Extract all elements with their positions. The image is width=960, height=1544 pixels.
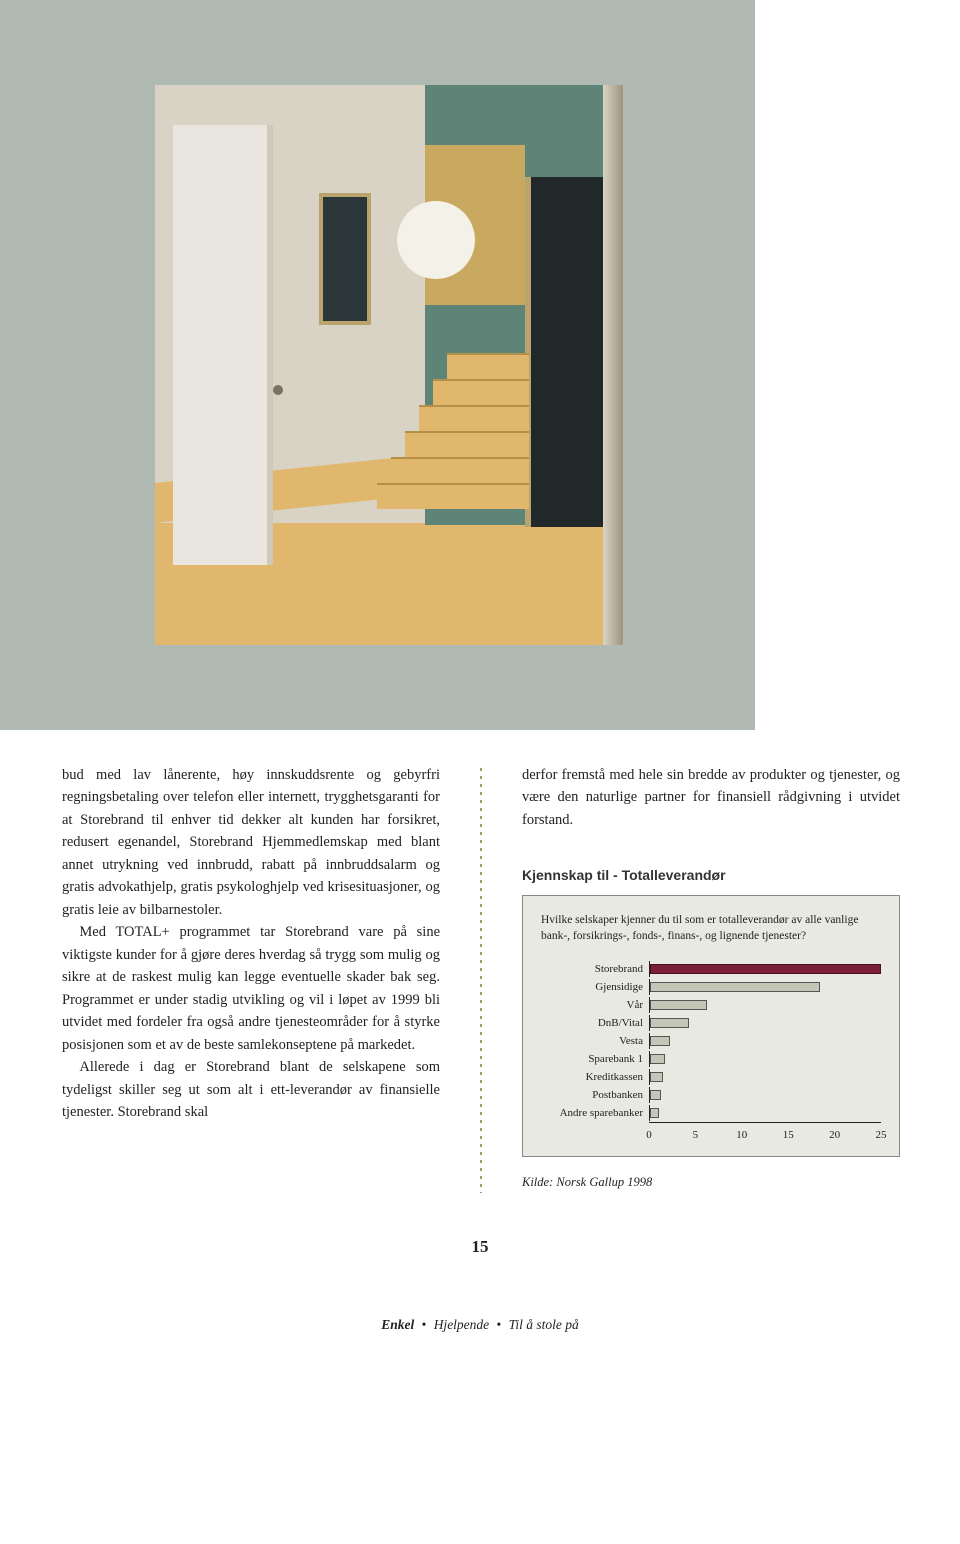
bar-fill	[650, 1072, 663, 1082]
bar-label: DnB/Vital	[541, 1015, 649, 1032]
bar-fill	[650, 1018, 689, 1028]
bar-label: Vår	[541, 997, 649, 1014]
bar-track	[649, 997, 881, 1013]
bar-fill	[650, 1108, 659, 1118]
page-number: 15	[0, 1237, 960, 1257]
bar-fill	[650, 964, 881, 974]
room-scene	[155, 85, 623, 645]
chart-source: Kilde: Norsk Gallup 1998	[522, 1173, 900, 1192]
bar-label: Gjensidige	[541, 979, 649, 996]
bar-row: Gjensidige	[541, 978, 881, 996]
x-tick: 20	[829, 1127, 840, 1144]
bar-row: Vår	[541, 996, 881, 1014]
x-tick: 25	[876, 1127, 887, 1144]
paragraph-1: bud med lav lånerente, høy innskuddsrent…	[62, 764, 440, 921]
bar-track	[649, 1105, 881, 1121]
paragraph-2: Med TOTAL+ programmet tar Storebrand var…	[62, 921, 440, 1056]
bar-track	[649, 1033, 881, 1049]
footer-word-2: Hjelpende	[434, 1317, 489, 1332]
bar-track	[649, 1015, 881, 1031]
bar-fill	[650, 1000, 707, 1010]
bar-row: Vesta	[541, 1032, 881, 1050]
bar-row: Postbanken	[541, 1086, 881, 1104]
paragraph-3: Allerede i dag er Storebrand blant de se…	[62, 1056, 440, 1123]
body-text-right-column: derfor fremstå med hele sin bredde av pr…	[522, 764, 900, 1193]
bar-row: DnB/Vital	[541, 1014, 881, 1032]
bar-fill	[650, 1054, 665, 1064]
bar-track	[649, 979, 881, 995]
body-text-left-column: bud med lav lånerente, høy innskuddsrent…	[62, 764, 440, 1193]
x-tick: 15	[783, 1127, 794, 1144]
bar-label: Postbanken	[541, 1087, 649, 1104]
bar-row: Sparebank 1	[541, 1050, 881, 1068]
bar-row: Kreditkassen	[541, 1068, 881, 1086]
chart-question: Hvilke selskaper kjenner du til som er t…	[541, 912, 881, 944]
bar-row: Storebrand	[541, 960, 881, 978]
bar-track	[649, 961, 881, 977]
bar-fill	[650, 982, 820, 992]
page-footer: Enkel • Hjelpende • Til å stole på	[0, 1317, 960, 1353]
bar-row: Andre sparebanker	[541, 1104, 881, 1122]
column-divider	[480, 768, 482, 1193]
chart-container: Hvilke selskaper kjenner du til som er t…	[522, 895, 900, 1157]
bar-label: Vesta	[541, 1033, 649, 1050]
bar-track	[649, 1069, 881, 1085]
x-tick: 10	[736, 1127, 747, 1144]
bar-label: Andre sparebanker	[541, 1105, 649, 1122]
bar-track	[649, 1051, 881, 1067]
bar-track	[649, 1087, 881, 1103]
x-tick: 5	[693, 1127, 699, 1144]
chart-title: Kjennskap til - Totalleverandør	[522, 865, 900, 887]
bar-fill	[650, 1036, 670, 1046]
footer-word-3: Til å stole på	[509, 1317, 579, 1332]
bar-label: Sparebank 1	[541, 1051, 649, 1068]
footer-word-1: Enkel	[381, 1317, 414, 1332]
bar-label: Kreditkassen	[541, 1069, 649, 1086]
bar-fill	[650, 1090, 661, 1100]
horizontal-bar-chart: StorebrandGjensidigeVårDnB/VitalVestaSpa…	[541, 960, 881, 1122]
bar-label: Storebrand	[541, 961, 649, 978]
paragraph-intro: derfor fremstå med hele sin bredde av pr…	[522, 764, 900, 831]
chart-x-axis: 0510152025	[649, 1122, 881, 1142]
x-tick: 0	[646, 1127, 652, 1144]
hero-illustration	[0, 0, 755, 730]
